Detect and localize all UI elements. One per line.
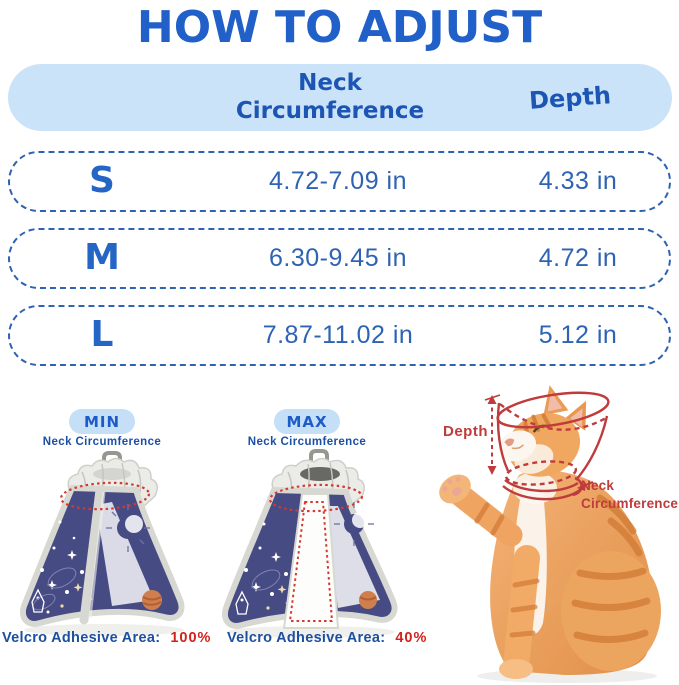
- velcro-percent: 100%: [170, 630, 212, 646]
- depth-value: 4.33 in: [538, 167, 618, 195]
- neck-value: 7.87-11.02 in: [262, 321, 414, 349]
- column-header-neck-circumference: Neck Circumference: [235, 70, 425, 124]
- size-row-s: S 4.72-7.09 in 4.33 in: [8, 151, 671, 212]
- size-table-header-bar: [8, 64, 672, 131]
- cat-measurement-illustration: [439, 385, 661, 683]
- min-badge: MIN: [69, 409, 135, 434]
- velcro-label: Velcro Adhesive Area:: [227, 630, 386, 646]
- neck-value: 6.30-9.45 in: [268, 244, 408, 272]
- velcro-label: Velcro Adhesive Area:: [2, 630, 161, 646]
- size-label: S: [89, 160, 115, 201]
- size-label: L: [90, 314, 114, 355]
- max-caption: Neck Circumference: [247, 436, 367, 448]
- depth-value: 4.72 in: [538, 244, 618, 272]
- size-label: M: [84, 237, 120, 278]
- depth-measure-label: Depth: [443, 423, 488, 440]
- neck-value: 4.72-7.09 in: [268, 167, 408, 195]
- depth-value: 5.12 in: [538, 321, 618, 349]
- velcro-area-max: Velcro Adhesive Area: 40%: [227, 630, 427, 646]
- cone-illustration-min: [20, 451, 185, 636]
- page-title: HOW TO ADJUST: [136, 2, 543, 53]
- max-badge: MAX: [274, 409, 340, 434]
- cone-illustration-max: [222, 449, 398, 638]
- size-row-m: M 6.30-9.45 in 4.72 in: [8, 228, 671, 289]
- min-caption: Neck Circumference: [42, 436, 162, 448]
- velcro-percent: 40%: [395, 630, 428, 646]
- size-row-l: L 7.87-11.02 in 5.12 in: [8, 305, 671, 366]
- neck-measure-label: Neck Circumference: [581, 478, 679, 511]
- velcro-area-min: Velcro Adhesive Area: 100%: [2, 630, 211, 646]
